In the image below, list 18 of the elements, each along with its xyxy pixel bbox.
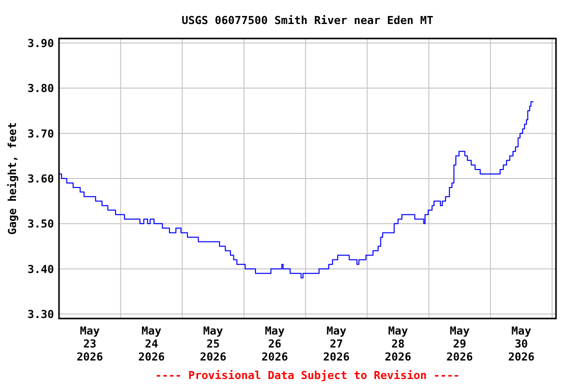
y-tick-label: 3.30 xyxy=(28,308,54,321)
x-tick-label: May 30 2026 xyxy=(508,324,535,364)
x-tick-label: May 29 2026 xyxy=(446,324,474,364)
y-tick-label: 3.40 xyxy=(28,262,54,276)
text: ---- Provisional Data Subject to Revision ---- xyxy=(155,369,460,382)
x-tick-label: May 27 2026 xyxy=(323,324,350,364)
x-tick-label: May 26 2026 xyxy=(262,324,288,364)
y-tick-label: 3.90 xyxy=(28,37,54,50)
y-tick-label: 3.80 xyxy=(28,82,54,96)
y-tick-label: 3.70 xyxy=(28,127,54,140)
y-axis-title: Gage height, feet xyxy=(6,122,19,235)
y-tick-label: 3.60 xyxy=(28,172,54,186)
x-tick-label: May 23 2026 xyxy=(76,324,104,364)
x-tick-label: May 24 2026 xyxy=(138,324,166,364)
x-tick-label: May 25 2026 xyxy=(200,324,227,364)
x-tick-label: May 28 2026 xyxy=(384,324,412,364)
chart-title: USGS 06077500 Smith River near Eden MT xyxy=(182,14,434,27)
y-tick-label: 3.50 xyxy=(28,218,54,231)
